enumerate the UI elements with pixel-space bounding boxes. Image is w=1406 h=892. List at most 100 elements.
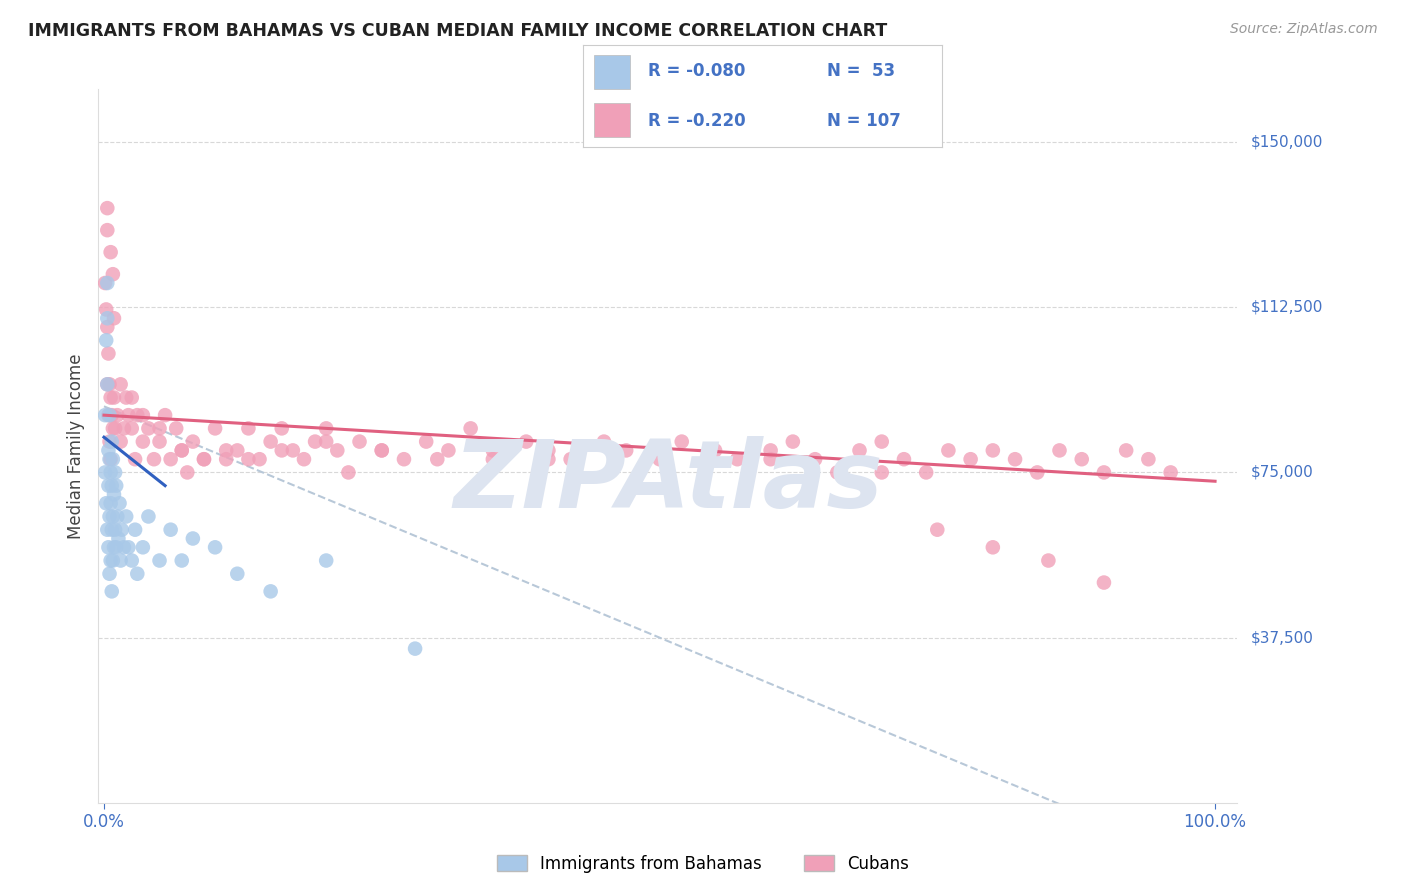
Point	[96, 223, 118, 237]
Point	[96, 496, 118, 510]
Point	[893, 452, 915, 467]
Point	[848, 443, 870, 458]
Point	[97, 346, 120, 360]
Point	[98, 434, 121, 449]
Point	[193, 452, 215, 467]
Point	[108, 496, 131, 510]
Point	[392, 452, 415, 467]
Point	[94, 408, 117, 422]
Point	[103, 541, 125, 555]
Point	[100, 553, 122, 567]
Text: $150,000: $150,000	[1251, 135, 1323, 150]
Point	[804, 452, 827, 467]
Point	[97, 408, 120, 422]
Point	[204, 541, 226, 555]
Point	[96, 523, 118, 537]
Point	[159, 452, 181, 467]
Point	[105, 509, 128, 524]
Point	[117, 408, 139, 422]
Point	[304, 434, 326, 449]
Point	[96, 377, 118, 392]
Point	[515, 434, 537, 449]
Point	[105, 541, 128, 555]
Point	[121, 421, 143, 435]
Point	[96, 302, 118, 317]
Point	[127, 408, 149, 422]
Point	[107, 532, 129, 546]
Point	[270, 443, 292, 458]
Point	[981, 541, 1004, 555]
Point	[270, 421, 292, 435]
Point	[100, 391, 122, 405]
Point	[415, 434, 437, 449]
Point	[759, 443, 782, 458]
Point	[115, 509, 138, 524]
Point	[96, 311, 118, 326]
Point	[101, 452, 124, 467]
Point	[337, 466, 360, 480]
Point	[170, 443, 193, 458]
Point	[404, 641, 426, 656]
Point	[1092, 575, 1115, 590]
Point	[110, 434, 132, 449]
Point	[1049, 443, 1071, 458]
Point	[97, 478, 120, 492]
Point	[593, 434, 616, 449]
Point	[148, 434, 170, 449]
Point	[215, 443, 238, 458]
Point	[371, 443, 394, 458]
Point	[148, 553, 170, 567]
Point	[159, 523, 181, 537]
Point	[100, 584, 122, 599]
Point	[1160, 466, 1182, 480]
Point	[96, 201, 118, 215]
Point	[315, 421, 337, 435]
Point	[101, 267, 124, 281]
Point	[165, 421, 187, 435]
Bar	[595, 55, 630, 88]
Point	[127, 566, 149, 581]
Point	[97, 443, 120, 458]
Point	[100, 452, 122, 467]
Point	[959, 452, 981, 467]
Point	[100, 408, 122, 422]
Point	[1070, 452, 1092, 467]
Point	[105, 478, 128, 492]
Point	[100, 523, 122, 537]
Point	[170, 553, 193, 567]
Point	[193, 452, 215, 467]
Point	[132, 434, 155, 449]
Point	[204, 421, 226, 435]
Point	[426, 452, 449, 467]
Point	[482, 443, 505, 458]
Point	[238, 421, 260, 435]
Point	[101, 509, 124, 524]
Point	[112, 541, 135, 555]
Point	[153, 408, 176, 422]
Point	[124, 452, 146, 467]
Point	[138, 421, 160, 435]
Point	[238, 452, 260, 467]
Point	[115, 391, 138, 405]
Text: ZIPAtlas: ZIPAtlas	[453, 435, 883, 528]
Text: R = -0.080: R = -0.080	[648, 62, 745, 80]
Point	[927, 523, 949, 537]
Point	[614, 443, 637, 458]
Point	[482, 452, 505, 467]
Point	[782, 434, 804, 449]
Point	[96, 377, 118, 392]
Point	[1115, 443, 1137, 458]
Point	[371, 443, 394, 458]
Point	[725, 452, 748, 467]
Point	[100, 496, 122, 510]
Text: $37,500: $37,500	[1251, 630, 1315, 645]
Text: Source: ZipAtlas.com: Source: ZipAtlas.com	[1230, 22, 1378, 37]
Point	[1026, 466, 1049, 480]
Text: IMMIGRANTS FROM BAHAMAS VS CUBAN MEDIAN FAMILY INCOME CORRELATION CHART: IMMIGRANTS FROM BAHAMAS VS CUBAN MEDIAN …	[28, 22, 887, 40]
Point	[148, 421, 170, 435]
Point	[1092, 466, 1115, 480]
Point	[648, 452, 671, 467]
Point	[98, 408, 121, 422]
Point	[100, 434, 122, 449]
Point	[437, 443, 460, 458]
